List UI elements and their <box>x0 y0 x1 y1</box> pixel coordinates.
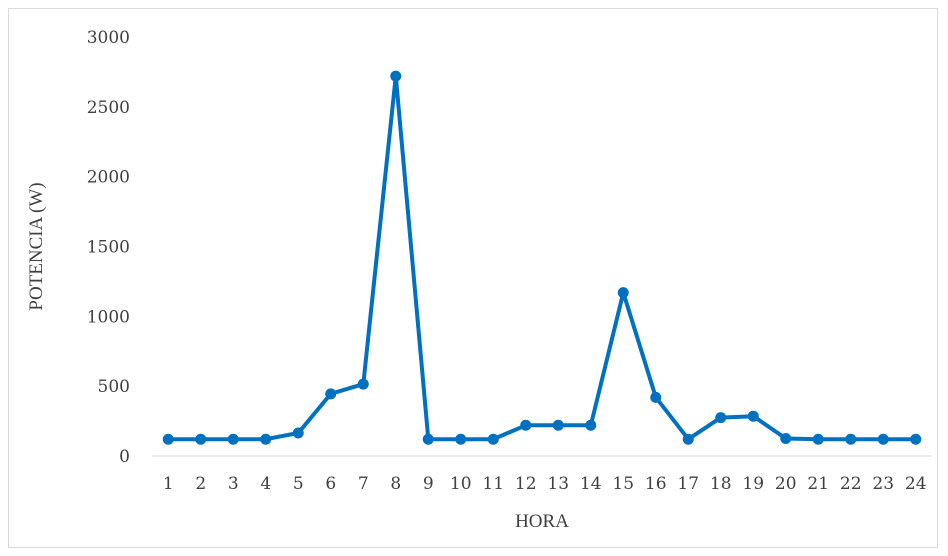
y-tick-label: 3000 <box>87 28 130 48</box>
x-tick-label: 17 <box>677 474 699 494</box>
data-point <box>650 391 662 403</box>
data-point <box>357 378 369 390</box>
chart-frame <box>8 8 938 548</box>
x-tick-label: 13 <box>547 474 569 494</box>
data-point <box>195 433 207 445</box>
series-line <box>168 74 916 442</box>
x-tick-label: 3 <box>228 474 239 494</box>
data-point <box>845 433 857 445</box>
y-tick-label: 2500 <box>87 98 130 118</box>
x-tick-label: 7 <box>358 474 369 494</box>
data-point <box>682 433 694 445</box>
data-point <box>292 427 304 439</box>
x-tick-label: 9 <box>423 474 434 494</box>
data-point <box>877 433 889 445</box>
x-tick-label: 24 <box>905 474 927 494</box>
data-point <box>422 433 434 445</box>
data-point <box>617 287 629 299</box>
x-tick-label: 8 <box>390 474 401 494</box>
x-tick-label: 2 <box>195 474 206 494</box>
data-point <box>812 433 824 445</box>
x-axis-ticks: 1 2 3 4 5 6 7 8 9 10 11 12 13 14 15 16 17 18 19 20 21 22 23 24 <box>163 474 927 494</box>
x-axis-title: HORA <box>515 511 569 532</box>
x-tick-label: 21 <box>807 474 829 494</box>
data-point <box>260 433 272 445</box>
x-tick-label: 18 <box>710 474 732 494</box>
data-point <box>780 433 792 445</box>
x-tick-label: 10 <box>450 474 472 494</box>
data-point <box>487 433 499 445</box>
y-tick-label: 1000 <box>87 307 130 327</box>
y-tick-label: 2000 <box>87 168 130 188</box>
y-tick-label: 0 <box>119 447 130 467</box>
data-point <box>325 388 337 400</box>
x-tick-label: 6 <box>325 474 336 494</box>
x-tick-label: 14 <box>580 474 602 494</box>
x-tick-label: 12 <box>515 474 537 494</box>
data-point <box>520 419 532 431</box>
x-tick-label: 23 <box>872 474 894 494</box>
data-point <box>455 433 467 445</box>
series-group <box>162 70 922 445</box>
y-tick-label: 500 <box>98 377 130 397</box>
x-tick-label: 15 <box>612 474 634 494</box>
y-axis-title: POTENCIA (W) <box>26 182 47 310</box>
data-point <box>227 433 239 445</box>
data-point <box>747 410 759 422</box>
data-point <box>910 433 922 445</box>
y-axis-ticks: 0 500 1000 1500 2000 2500 3000 <box>87 28 130 467</box>
x-tick-label: 16 <box>645 474 667 494</box>
data-point <box>715 412 727 424</box>
data-point <box>390 70 402 82</box>
x-tick-label: 22 <box>840 474 862 494</box>
x-tick-label: 4 <box>260 474 271 494</box>
x-tick-label: 19 <box>742 474 764 494</box>
x-tick-label: 11 <box>482 474 504 494</box>
x-tick-label: 1 <box>163 474 174 494</box>
data-point <box>585 419 597 431</box>
data-point <box>552 419 564 431</box>
data-point <box>162 433 174 445</box>
x-tick-label: 5 <box>293 474 304 494</box>
y-tick-label: 1500 <box>87 238 130 258</box>
x-tick-label: 20 <box>775 474 797 494</box>
